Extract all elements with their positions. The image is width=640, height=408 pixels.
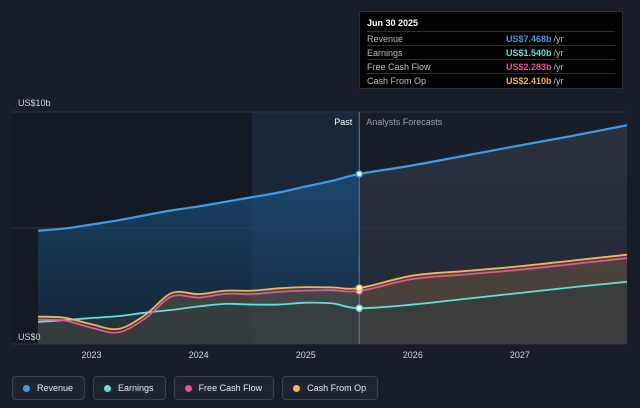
tooltip-date: Jun 30 2025 <box>367 18 419 28</box>
tooltip-unit: /yr <box>553 47 564 58</box>
x-tick-label: 2023 <box>82 350 102 360</box>
legend-label: Cash From Op <box>307 383 367 393</box>
legend-label: Revenue <box>37 383 74 393</box>
series-line-cash-from-op <box>37 253 628 331</box>
tooltip-unit: /yr <box>553 75 564 86</box>
tooltip-value: US$2.410b <box>506 75 552 86</box>
legend-item-cash-from-op[interactable]: Cash From Op <box>282 376 379 400</box>
tooltip-label: Free Cash Flow <box>367 61 431 72</box>
tooltip-label: Revenue <box>367 33 404 44</box>
forecast-label: Analysts Forecasts <box>366 117 443 127</box>
free-cash-flow-dot-icon <box>184 384 192 392</box>
x-tick-label: 2024 <box>189 350 209 360</box>
tooltip: Jun 30 2025 Revenue US$7.468b /yr Earnin… <box>359 11 623 89</box>
legend-label: Earnings <box>118 383 154 393</box>
tooltip-row-cash-from-op: Cash From Op US$2.410b /yr <box>367 73 615 87</box>
earnings-dot-icon <box>104 384 112 392</box>
x-tick-label: 2027 <box>510 350 530 360</box>
tooltip-unit: /yr <box>553 33 564 44</box>
legend-item-earnings[interactable]: Earnings <box>93 376 166 400</box>
legend-item-free-cash-flow[interactable]: Free Cash Flow <box>173 376 275 400</box>
tooltip-label: Earnings <box>367 47 403 58</box>
revenue-dot-icon <box>23 384 30 392</box>
legend-item-revenue[interactable]: Revenue <box>12 376 86 400</box>
past-label: Past <box>334 117 353 127</box>
y-bottom-label: US$0 <box>18 332 41 342</box>
tooltip-value: US$1.540b <box>506 47 552 58</box>
tooltip-value: US$7.468b <box>506 33 552 44</box>
revenue-area-past <box>38 173 360 344</box>
financials-chart: US$10b US$0 Past Analysts Forecasts 2023… <box>12 98 628 360</box>
legend: Revenue Earnings Free Cash Flow Cash Fro… <box>12 376 379 400</box>
tooltip-row-earnings: Earnings US$1.540b /yr <box>367 45 615 59</box>
marker-revenue <box>355 170 364 178</box>
x-tick-label: 2026 <box>403 350 423 360</box>
x-tick-label: 2025 <box>296 350 316 360</box>
marker-earnings <box>355 304 364 313</box>
tooltip-value: US$2.283b <box>506 61 552 72</box>
tooltip-row-revenue: Revenue US$7.468b /yr <box>367 31 615 45</box>
series-line-revenue <box>37 124 628 232</box>
series-line-earnings <box>37 280 628 323</box>
tooltip-unit: /yr <box>553 61 564 72</box>
marker-cash-from-op <box>355 284 364 292</box>
series-line-free-cash-flow <box>37 257 628 334</box>
cash-from-op-dot-icon <box>293 384 301 392</box>
y-top-label: US$10b <box>18 98 51 108</box>
tooltip-label: Cash From Op <box>367 75 427 86</box>
legend-label: Free Cash Flow <box>198 383 263 393</box>
tooltip-row-free-cash-flow: Free Cash Flow US$2.283b /yr <box>367 59 615 73</box>
